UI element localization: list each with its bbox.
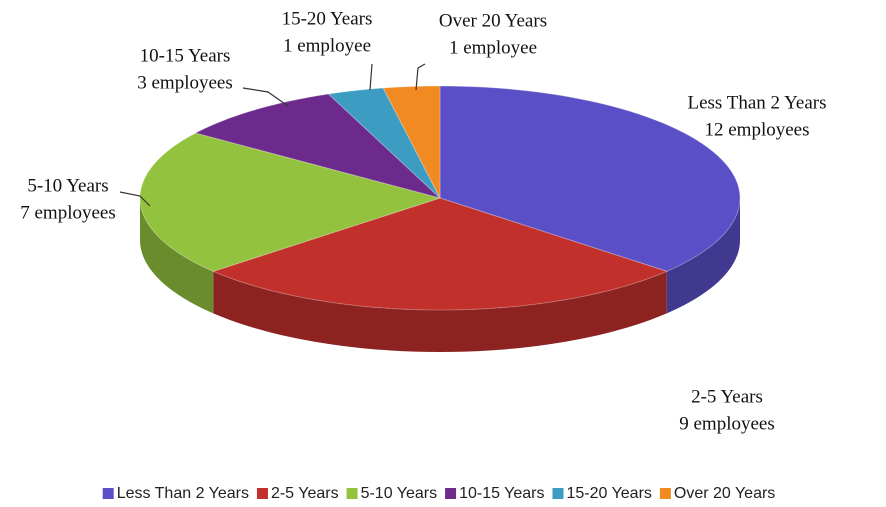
legend-swatch — [659, 488, 671, 499]
legend-label: 10-15 Years — [459, 485, 544, 502]
leader-line — [119, 191, 151, 207]
legend-label: Over 20 Years — [674, 485, 775, 502]
pie-side — [213, 271, 667, 352]
pie-slice — [211, 197, 669, 311]
pie-slice — [327, 87, 441, 199]
pie-side — [666, 198, 740, 314]
data-label-category: Less Than 2 Years — [688, 92, 827, 113]
data-label-value: 1 employee — [283, 35, 371, 56]
legend-label: 2-5 Years — [271, 485, 339, 502]
legend-swatch — [102, 488, 114, 499]
pie-side — [140, 198, 214, 314]
legend: Less Than 2 Years 2-5 Years 5-10 Years 10-1… — [102, 485, 775, 502]
data-label-value: 9 employees — [679, 413, 775, 434]
pie-slice — [194, 93, 441, 199]
data-label-category: 2-5 Years — [691, 386, 763, 407]
data-label-category: 15-20 Years — [282, 8, 373, 29]
legend-swatch — [256, 488, 268, 499]
data-label-value: 3 employees — [137, 72, 233, 93]
legend-swatch — [552, 488, 564, 499]
data-label-value: 12 employees — [704, 119, 809, 140]
data-label-value: 1 employee — [449, 37, 537, 58]
leader-line — [242, 87, 289, 107]
legend-swatch — [445, 488, 457, 499]
legend-label: 5-10 Years — [361, 485, 438, 502]
data-label-category: 10-15 Years — [140, 45, 231, 66]
data-label-category: Over 20 Years — [439, 10, 547, 31]
pie-slice — [139, 132, 442, 272]
pie-slice — [439, 85, 741, 272]
legend-label: Less Than 2 Years — [117, 485, 249, 502]
data-label-category: 5-10 Years — [27, 175, 108, 196]
legend-label: 15-20 Years — [566, 485, 651, 502]
leader-line — [415, 63, 426, 91]
leader-line — [369, 63, 373, 91]
pie-slice — [382, 85, 441, 199]
legend-swatch — [346, 488, 358, 499]
data-label-value: 7 employees — [20, 202, 116, 223]
